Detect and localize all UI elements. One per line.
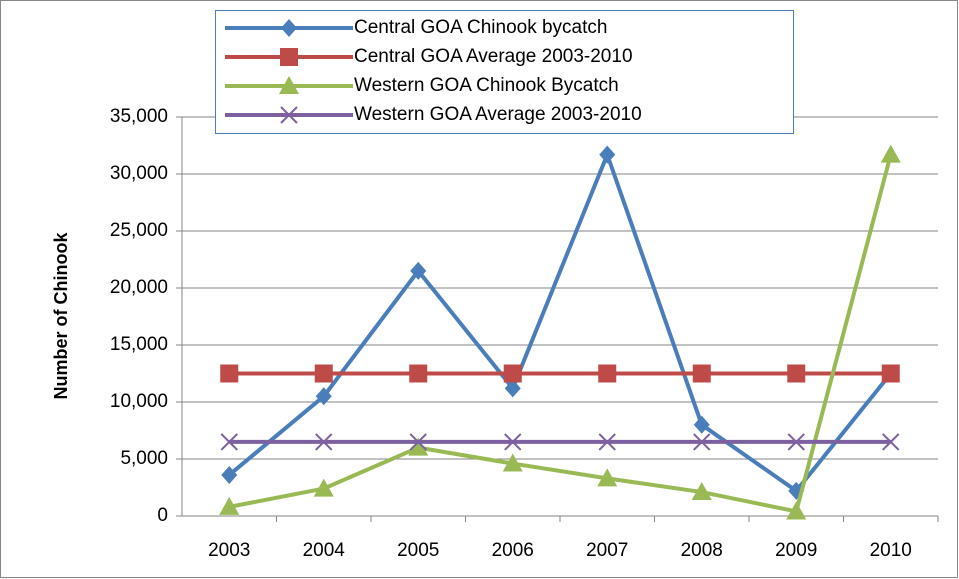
marker	[220, 433, 238, 451]
marker	[880, 144, 901, 163]
marker	[502, 453, 523, 472]
legend-label: Central GOA Chinook bycatch	[354, 17, 607, 38]
marker	[221, 465, 238, 484]
marker	[314, 364, 333, 383]
y-tick-label: 5,000	[120, 448, 168, 469]
marker	[219, 496, 240, 515]
x-tick-label: 2004	[303, 540, 346, 561]
marker	[315, 433, 333, 451]
x-tick-label: 2007	[586, 540, 628, 561]
marker	[504, 433, 522, 451]
x-tick-label: 2009	[775, 540, 817, 561]
y-tick-label: 30,000	[110, 163, 168, 184]
marker	[787, 433, 805, 451]
y-tick-label: 0	[157, 505, 168, 526]
marker	[313, 478, 334, 497]
series-line	[228, 154, 893, 514]
y-tick-label: 20,000	[110, 277, 168, 298]
y-tick-label: 35,000	[110, 106, 168, 127]
x-tick-label: 2003	[208, 540, 250, 561]
x-tick-label: 2008	[681, 540, 723, 561]
marker	[280, 48, 298, 66]
legend-label: Western GOA Chinook Bycatch	[354, 75, 619, 96]
marker	[408, 437, 429, 456]
marker	[409, 364, 428, 383]
marker	[281, 19, 297, 37]
y-axis-label: Number of Chinook	[51, 232, 71, 400]
marker	[504, 379, 521, 398]
legend-label: Western GOA Average 2003-2010	[354, 104, 642, 125]
marker	[693, 415, 710, 434]
marker	[410, 261, 427, 280]
marker	[597, 468, 618, 487]
marker	[693, 433, 711, 451]
legend-label: Central GOA Average 2003-2010	[354, 46, 633, 67]
marker	[280, 106, 298, 124]
marker	[692, 364, 711, 383]
marker	[220, 364, 239, 383]
marker	[279, 76, 299, 94]
marker	[691, 482, 712, 501]
x-tick-label: 2005	[397, 540, 439, 561]
marker	[598, 433, 616, 451]
marker	[599, 145, 616, 164]
legend: Central GOA Chinook bycatch Central GOA A…	[215, 10, 794, 134]
marker	[598, 364, 617, 383]
y-tick-label: 15,000	[110, 334, 168, 355]
marker	[786, 501, 807, 520]
marker	[882, 433, 900, 451]
x-tick-label: 2010	[870, 540, 912, 561]
marker	[503, 364, 522, 383]
marker	[315, 387, 332, 406]
x-tick-label: 2006	[492, 540, 534, 561]
marker	[881, 364, 900, 383]
marker	[787, 364, 806, 383]
y-tick-label: 25,000	[110, 220, 168, 241]
marker	[409, 433, 427, 451]
y-tick-label: 10,000	[110, 391, 168, 412]
